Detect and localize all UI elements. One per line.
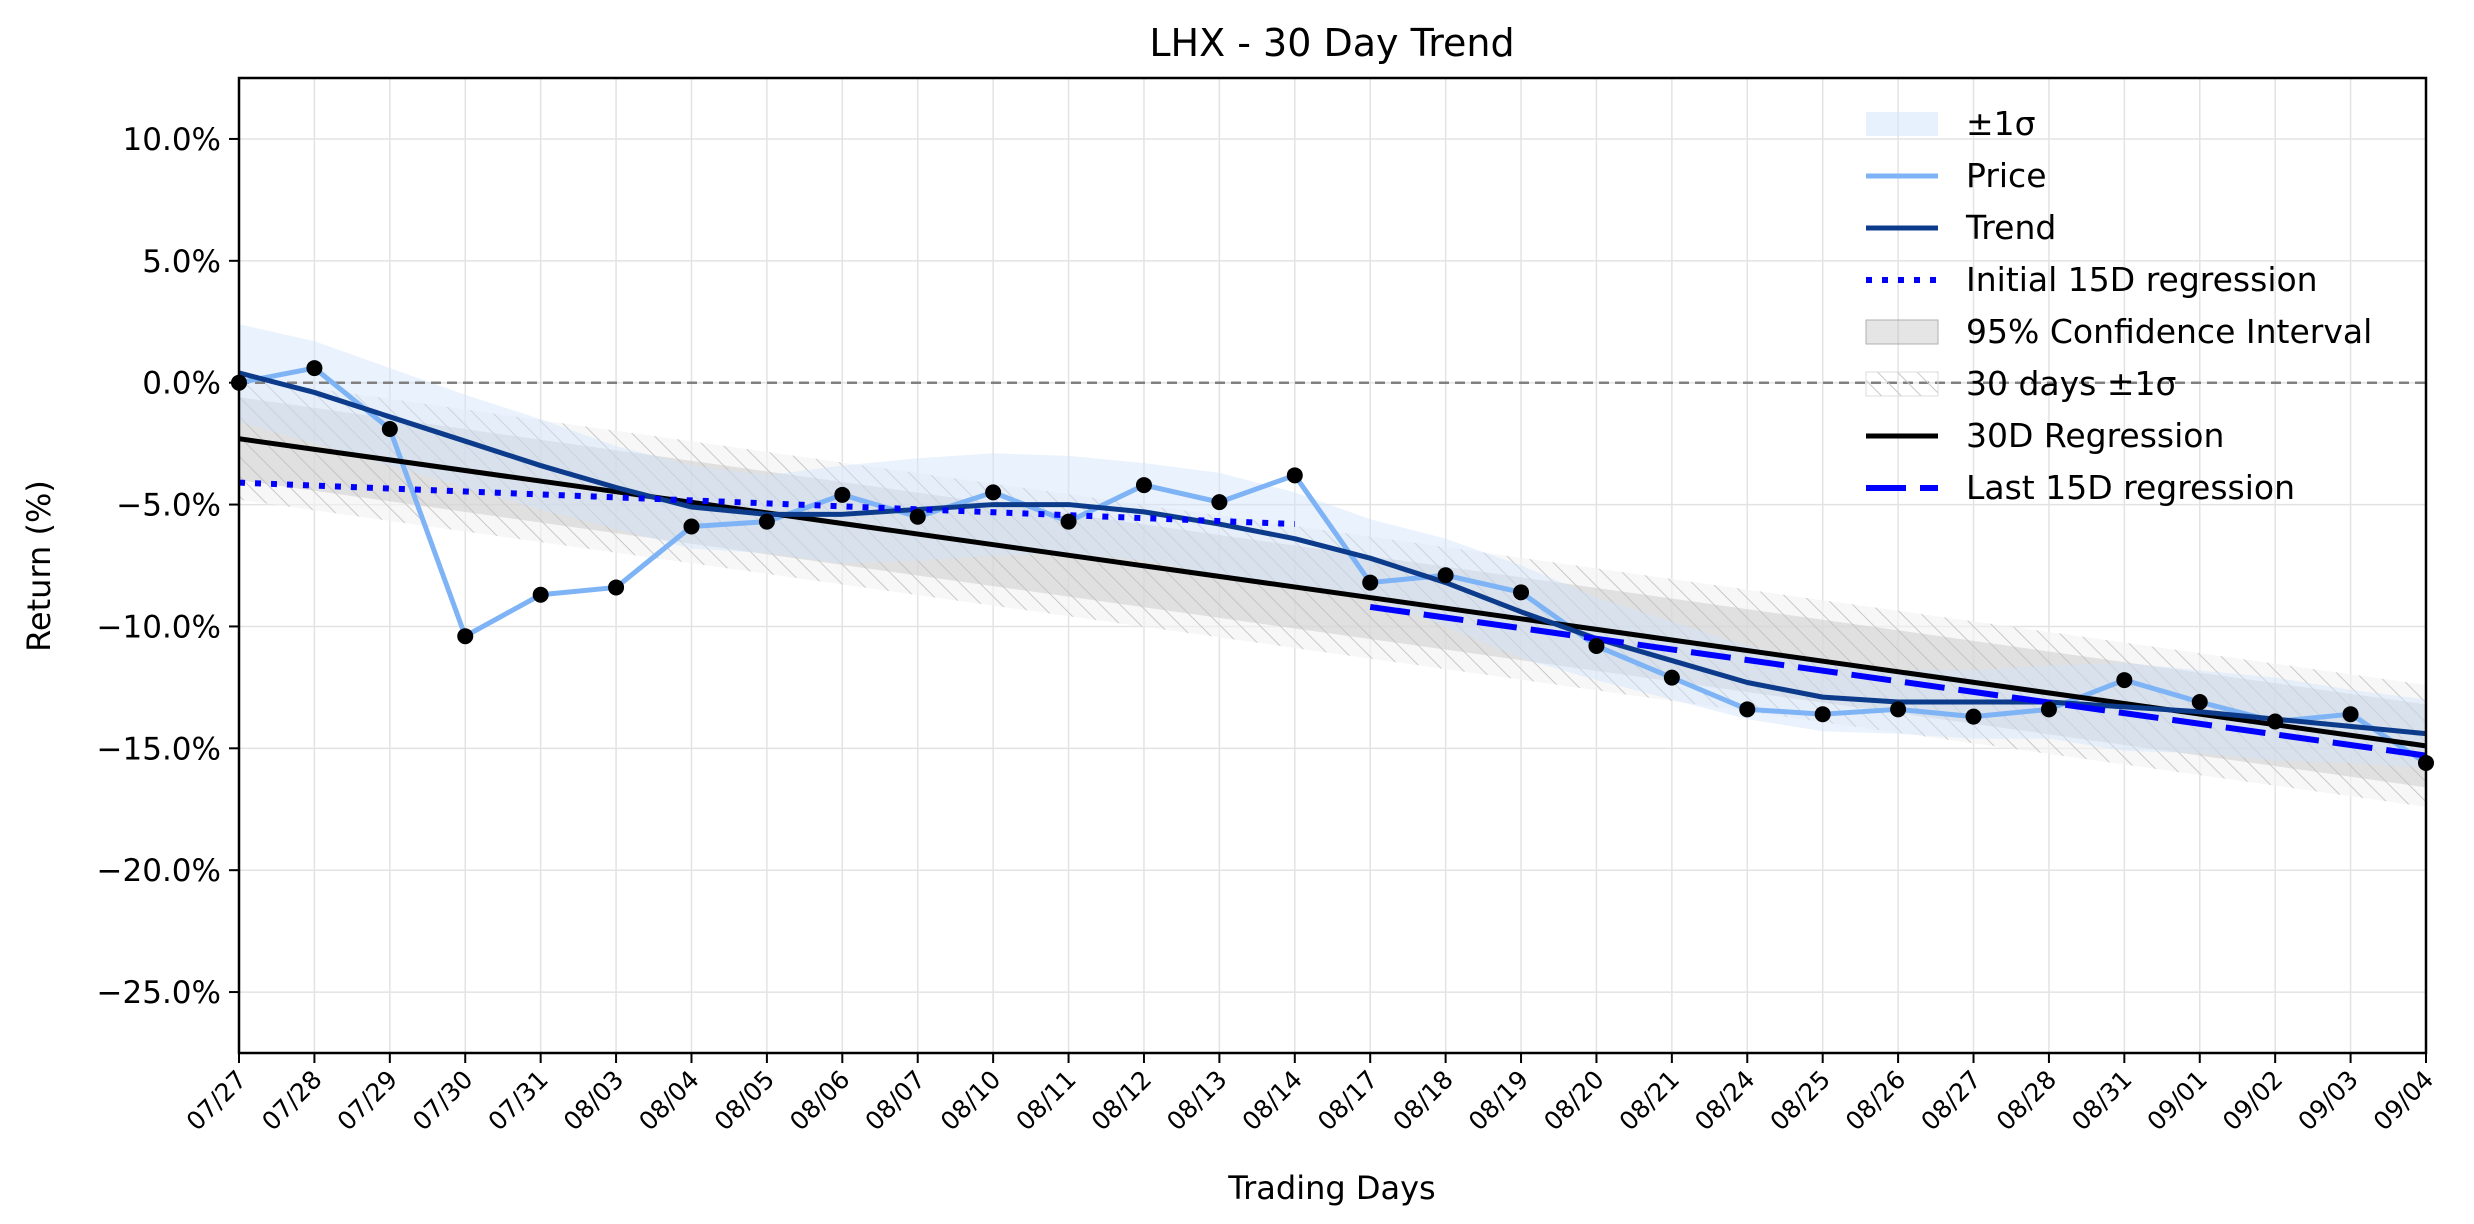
x-tick-label: 08/19	[1463, 1065, 1534, 1136]
x-tick-label: 08/26	[1840, 1065, 1911, 1136]
x-tick-label: 08/28	[1991, 1065, 2062, 1136]
y-tick-label: 5.0%	[142, 244, 221, 280]
y-tick-label: −10.0%	[97, 609, 221, 645]
x-tick-label: 09/01	[2142, 1065, 2213, 1136]
legend-swatch-confidence-interval	[1865, 319, 1939, 345]
y-tick-label: −20.0%	[97, 853, 221, 889]
price-point	[2116, 672, 2133, 689]
price-point	[1814, 706, 1831, 723]
x-axis-label: Trading Days	[1227, 1169, 1435, 1207]
chart-title: LHX - 30 Day Trend	[1149, 21, 1514, 65]
legend-label: Initial 15D regression	[1966, 260, 2318, 299]
price-point	[1965, 708, 1982, 725]
x-tick-label: 08/18	[1387, 1065, 1458, 1136]
x-tick-label: 08/27	[1915, 1065, 1986, 1136]
x-tick-label: 07/29	[332, 1065, 403, 1136]
legend-label: ±1σ	[1966, 104, 2036, 143]
price-point	[608, 579, 625, 596]
price-point	[381, 421, 398, 437]
y-tick-label: 0.0%	[142, 366, 221, 402]
plot-frame	[237, 76, 2428, 1055]
y-tick-label: 10.0%	[123, 122, 221, 158]
x-tick-label: 08/03	[558, 1065, 629, 1136]
trend-line	[239, 370, 2426, 737]
x-tick-label: 08/13	[1161, 1065, 1232, 1136]
last-15d-regression-line	[1369, 603, 2426, 759]
price-point	[1362, 574, 1379, 591]
x-tick-label: 08/25	[1764, 1065, 1835, 1136]
price-point	[1890, 701, 1907, 718]
price-point	[1739, 701, 1756, 718]
x-tick-label: 09/03	[2292, 1065, 2363, 1136]
y-axis-label: Return (%)	[20, 480, 58, 652]
price-point	[532, 586, 549, 603]
x-axis-ticks: 07/27 07/28 07/29 07/30 07/31 08/03 08/04 08/05…	[181, 1053, 2439, 1136]
price-point	[683, 518, 700, 535]
x-tick-label: 07/28	[256, 1065, 327, 1136]
x-tick-label: 08/04	[633, 1065, 704, 1136]
price-point	[1286, 467, 1303, 484]
series-lines	[239, 365, 2426, 766]
price-point	[985, 484, 1002, 501]
price-point	[1211, 494, 1228, 511]
price-point	[1060, 513, 1077, 530]
x-tick-label: 08/17	[1312, 1065, 1383, 1136]
x-tick-label: 08/24	[1689, 1065, 1760, 1136]
x-tick-label: 09/02	[2217, 1065, 2288, 1136]
price-point	[2267, 713, 2284, 730]
price-point	[1588, 637, 1605, 654]
legend-swatch-30d-sigma	[1865, 371, 1939, 397]
x-tick-label: 07/30	[407, 1065, 478, 1136]
x-tick-label: 08/07	[860, 1065, 931, 1136]
30d-regression-line	[239, 436, 2426, 749]
price-point	[834, 486, 851, 503]
x-tick-label: 08/21	[1614, 1065, 1685, 1136]
price-point	[306, 360, 323, 377]
legend-swatch-sigma	[1866, 112, 1938, 136]
price-point	[1513, 584, 1530, 601]
initial-15d-regression-line	[239, 479, 1295, 528]
x-tick-label: 08/20	[1538, 1065, 1609, 1136]
legend-label: Last 15D regression	[1966, 468, 2295, 507]
y-tick-label: −25.0%	[97, 975, 221, 1011]
legend-label: 95% Confidence Interval	[1966, 312, 2372, 351]
legend-label: Trend	[1965, 208, 2056, 247]
x-tick-label: 08/06	[784, 1065, 855, 1136]
x-tick-label: 08/11	[1010, 1065, 1081, 1136]
y-tick-label: −5.0%	[116, 488, 221, 524]
x-tick-label: 09/04	[2368, 1065, 2439, 1136]
chart-legend: ±1σ Price Trend Initial 15D regression 95% C…	[1865, 104, 2372, 507]
x-tick-label: 08/14	[1237, 1065, 1308, 1136]
legend-label: 30 days ±1σ	[1966, 364, 2176, 403]
x-tick-label: 07/31	[482, 1065, 553, 1136]
x-tick-label: 07/27	[181, 1065, 252, 1136]
price-point	[758, 513, 775, 530]
price-point	[1135, 477, 1152, 494]
price-point	[2040, 701, 2057, 718]
price-point	[1663, 669, 1680, 686]
y-axis-ticks: 10.0% 5.0% 0.0% −5.0% −10.0% −15.0% −20.0% −25.…	[97, 122, 239, 1011]
price-point	[2342, 706, 2359, 723]
price-point	[457, 628, 474, 645]
price-point	[2191, 694, 2208, 710]
y-tick-label: −15.0%	[97, 731, 221, 767]
price-point	[1437, 567, 1454, 584]
x-tick-label: 08/05	[709, 1065, 780, 1136]
legend-label: 30D Regression	[1966, 416, 2224, 455]
price-point	[909, 508, 926, 525]
x-tick-label: 08/31	[2066, 1065, 2137, 1136]
legend-label: Price	[1966, 156, 2047, 195]
x-tick-label: 08/10	[935, 1065, 1006, 1136]
x-tick-label: 08/12	[1086, 1065, 1157, 1136]
